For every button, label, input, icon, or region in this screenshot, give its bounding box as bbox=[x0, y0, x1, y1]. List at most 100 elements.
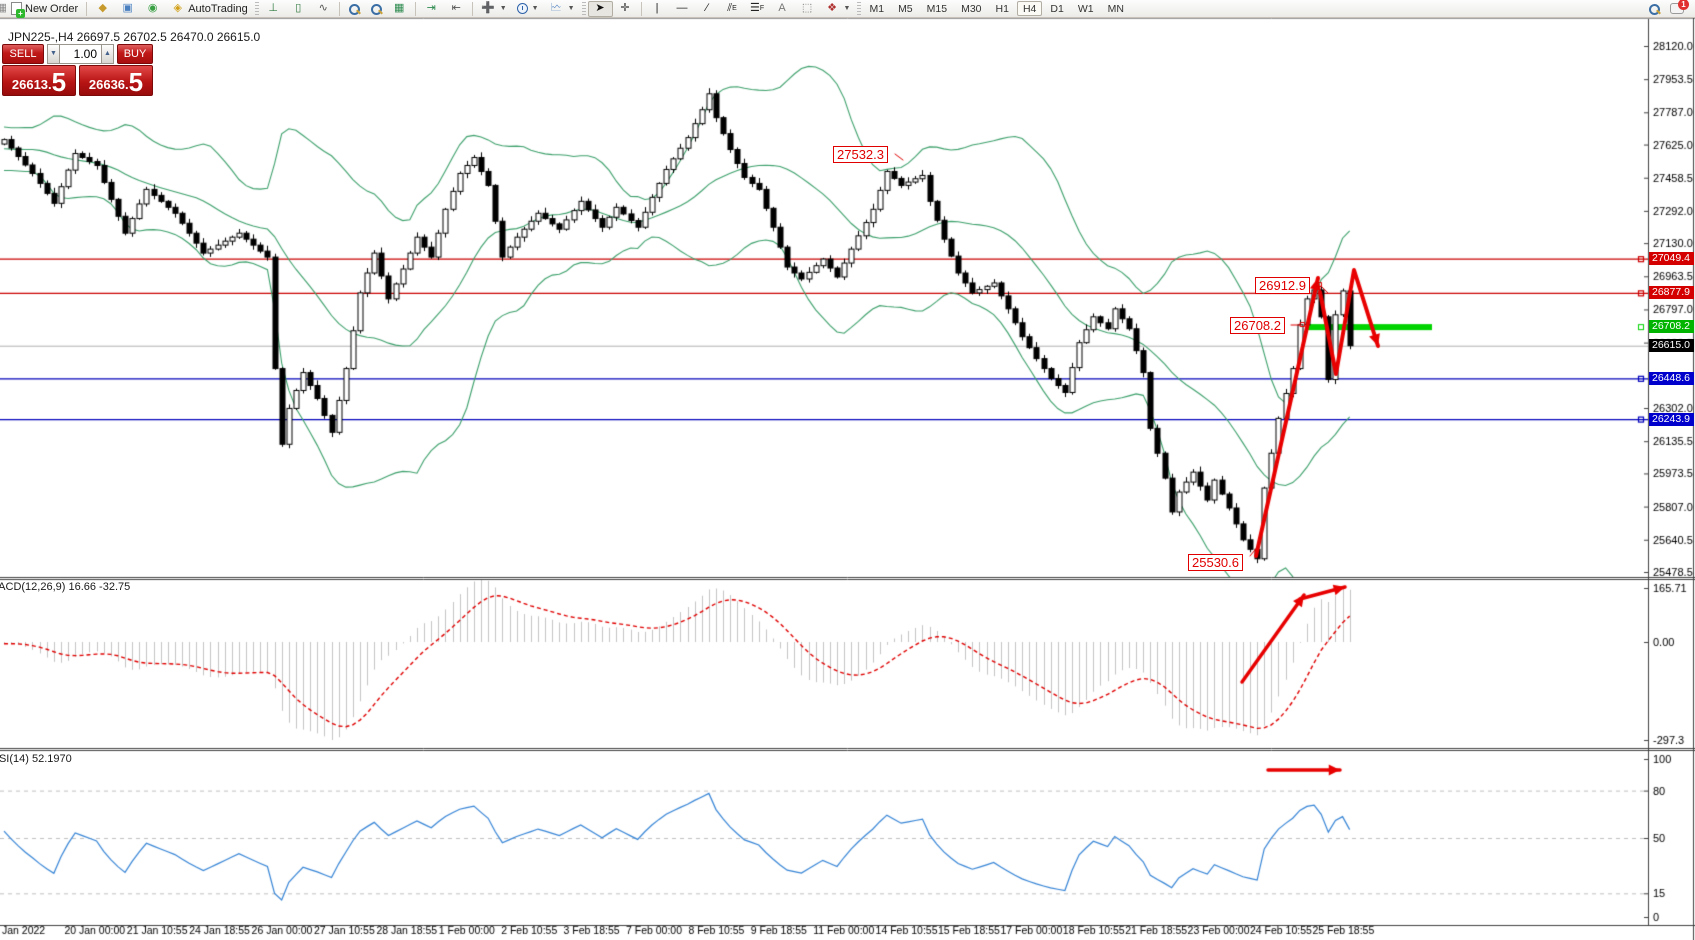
autotrading-button[interactable]: ◈ AutoTrading bbox=[165, 1, 253, 17]
bar-chart-button[interactable]: ⊥ bbox=[261, 1, 286, 17]
notification-badge: 1 bbox=[1678, 0, 1689, 10]
channel-tool-button[interactable]: ⫽ E bbox=[720, 1, 745, 17]
price-annotation-label[interactable]: 26708.2 bbox=[1230, 317, 1285, 334]
chart-symbol-info: JPN225-,H4 26697.5 26702.5 26470.0 26615… bbox=[8, 30, 261, 44]
market-watch-button[interactable]: ◆ bbox=[90, 1, 115, 17]
volume-up-button[interactable]: ▲ bbox=[101, 44, 114, 64]
price-annotation-label[interactable]: 26912.9 bbox=[1255, 277, 1310, 294]
signals-button[interactable]: ◉ bbox=[140, 1, 165, 17]
text-label-tool-button[interactable]: ⬚ bbox=[795, 1, 820, 17]
price-axis-badge: 26448.6 bbox=[1649, 371, 1694, 385]
text-icon: A bbox=[778, 2, 786, 14]
timeframe-button-D1[interactable]: D1 bbox=[1050, 3, 1064, 15]
indicators-button[interactable]: ➕ ▼ bbox=[476, 1, 512, 17]
timeframe-button-M1[interactable]: M1 bbox=[869, 3, 885, 15]
price-axis-badge: 26877.9 bbox=[1649, 286, 1694, 300]
market-watch-icon: ◆ bbox=[98, 2, 107, 14]
price-chart-canvas[interactable] bbox=[0, 18, 1695, 940]
buy-price-display[interactable]: 26636. 5 bbox=[79, 65, 153, 96]
zoom-out-icon bbox=[370, 3, 382, 15]
price-axis-badge: 26615.0 bbox=[1649, 338, 1694, 352]
vertical-line-icon: | bbox=[655, 2, 659, 14]
periods-clock-icon bbox=[516, 3, 528, 14]
dropdown-arrow-icon: ▼ bbox=[843, 5, 851, 12]
tile-windows-button[interactable]: ▦ bbox=[387, 1, 412, 17]
periods-button[interactable]: ▼ bbox=[512, 1, 544, 17]
dropdown-arrow-icon: ▼ bbox=[531, 5, 539, 12]
toolbar-separator bbox=[471, 1, 473, 16]
dropdown-arrow-icon: ▼ bbox=[499, 5, 507, 12]
text-label-icon: ⬚ bbox=[801, 2, 813, 14]
data-window-button[interactable]: ▣ bbox=[115, 1, 140, 17]
trendline-icon: ∕ bbox=[706, 2, 708, 14]
macd-indicator-label: MACD(12,26,9) 16.66 -32.75 bbox=[0, 581, 131, 593]
toolbar-grip bbox=[581, 1, 586, 16]
clipped-window-icon: ▦ bbox=[0, 2, 6, 14]
price-axis-badge: 26243.9 bbox=[1649, 412, 1694, 426]
candlestick-chart-button[interactable]: ▯ bbox=[286, 1, 311, 17]
auto-scroll-button[interactable]: ⇥ bbox=[419, 1, 444, 17]
volume-input[interactable] bbox=[60, 44, 101, 64]
timeframe-button-M30[interactable]: M30 bbox=[961, 3, 982, 15]
buy-price-main: 26636. bbox=[88, 77, 129, 92]
arrows-tool-button[interactable]: ❖ ▼ bbox=[820, 1, 856, 17]
timeframe-button-H1[interactable]: H1 bbox=[995, 3, 1009, 15]
templates-icon: 🗠 bbox=[550, 2, 562, 14]
sell-price-main: 26613. bbox=[11, 77, 52, 92]
rsi-indicator-label: RSI(14) 52.1970 bbox=[0, 753, 72, 765]
autotrading-icon: ◈ bbox=[173, 2, 182, 14]
dropdown-arrow-icon: ▼ bbox=[567, 5, 575, 12]
timeframe-button-M5[interactable]: M5 bbox=[898, 3, 913, 15]
candlestick-chart-icon: ▯ bbox=[295, 2, 302, 14]
volume-down-button[interactable]: ▼ bbox=[47, 44, 60, 64]
toolbar-grip bbox=[857, 1, 862, 16]
timeframe-button-MN[interactable]: MN bbox=[1107, 3, 1124, 15]
search-icon bbox=[1648, 3, 1660, 15]
templates-button[interactable]: 🗠 ▼ bbox=[544, 1, 580, 17]
trendline-tool-button[interactable]: ∕ bbox=[695, 1, 720, 17]
zoom-out-button[interactable] bbox=[365, 1, 387, 17]
timeframe-button-M15[interactable]: M15 bbox=[926, 3, 948, 15]
data-window-icon: ▣ bbox=[122, 2, 133, 14]
price-axis-badge: 26708.2 bbox=[1649, 320, 1694, 334]
text-tool-button[interactable]: A bbox=[770, 1, 795, 17]
crosshair-tool-button[interactable]: ✛ bbox=[613, 1, 638, 17]
price-annotation-label[interactable]: 27532.3 bbox=[833, 146, 888, 163]
price-annotation-label[interactable]: 25530.6 bbox=[1188, 554, 1243, 571]
vertical-line-tool-button[interactable]: | bbox=[645, 1, 670, 17]
toolbar-separator bbox=[414, 1, 416, 16]
zoom-in-button[interactable] bbox=[343, 1, 365, 17]
line-chart-button[interactable]: ∿ bbox=[311, 1, 336, 17]
horizontal-line-tool-button[interactable]: — bbox=[670, 1, 695, 17]
cursor-tool-button[interactable]: ➤ bbox=[587, 0, 613, 17]
toolbar-separator bbox=[338, 1, 340, 16]
buy-button[interactable]: BUY bbox=[117, 44, 153, 64]
sell-button[interactable]: SELL bbox=[2, 44, 44, 64]
arrows-tool-icon: ❖ bbox=[827, 2, 837, 14]
fibonacci-icon: ☰ F bbox=[749, 2, 765, 14]
cursor-icon: ➤ bbox=[595, 2, 605, 14]
auto-scroll-icon: ⇥ bbox=[426, 2, 436, 14]
fibonacci-tool-button[interactable]: ☰ F bbox=[745, 1, 770, 17]
timeframe-button-W1[interactable]: W1 bbox=[1077, 3, 1094, 15]
timeframe-button-H4[interactable]: H4 bbox=[1016, 1, 1043, 16]
main-toolbar: ▦ New Order ◆ ▣ ◉ ◈ AutoTrading ⊥ ▯ ∿ ▦ … bbox=[0, 0, 1695, 18]
crosshair-icon: ✛ bbox=[620, 2, 630, 14]
toolbar-separator bbox=[640, 1, 642, 16]
autotrading-label: AutoTrading bbox=[188, 2, 248, 15]
new-order-button[interactable]: New Order bbox=[6, 1, 83, 18]
horizontal-line-icon: — bbox=[676, 2, 688, 14]
notifications-button[interactable]: 1 bbox=[1665, 0, 1689, 17]
buy-price-big-digit: 5 bbox=[128, 67, 144, 97]
bar-chart-icon: ⊥ bbox=[268, 2, 279, 14]
equidistant-channel-icon: ⫽ E bbox=[727, 2, 737, 14]
price-axis-badge: 27049.4 bbox=[1649, 252, 1694, 266]
one-click-trading-panel: SELL ▼ ▲ BUY 26613.5 26636.5 bbox=[2, 44, 155, 96]
timeframe-button-group: M1 M5 M15 M30 H1 H4 D1 W1 MN bbox=[863, 1, 1129, 16]
sell-price-display[interactable]: 26613. 5 bbox=[2, 65, 76, 96]
chart-shift-button[interactable]: ⇤ bbox=[444, 1, 469, 17]
new-order-label: New Order bbox=[25, 2, 79, 15]
search-button[interactable] bbox=[1643, 1, 1665, 17]
sell-price-big-digit: 5 bbox=[51, 67, 67, 97]
